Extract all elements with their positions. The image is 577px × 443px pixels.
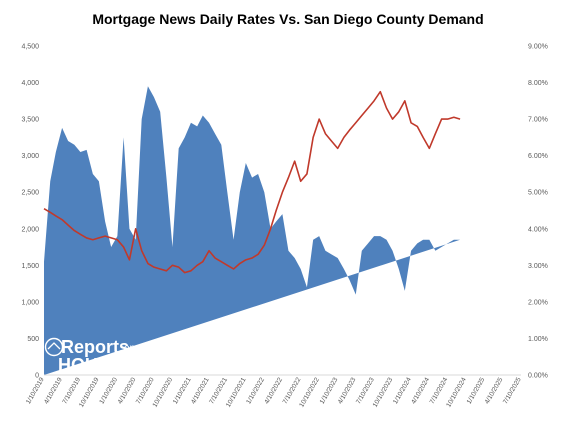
y-right-tick-label: 7.00% [528,117,548,124]
logo-roof-icon [47,342,61,350]
logo-line1: Reports [61,337,129,357]
logo-line2: HOUSING [58,355,142,375]
y-right-tick-label: 8.00% [528,80,548,87]
demand-area-series [44,86,461,376]
y-left-tick-label: 4,000 [21,80,39,87]
y-right-tick-label: 5.00% [528,190,548,197]
y-axis-right: 0.00% 1.00% 2.00% 3.00% 4.00% 5.00% 6.00% 7.00%… [528,44,548,380]
y-axis-left: 0 500 1,000 1,500 2,000 2,500 3,000 3,500 4,000 4… [21,44,39,380]
y-right-tick-label: 4.00% [528,226,548,233]
y-right-tick-label: 9.00% [528,44,548,51]
chart-title: Mortgage News Daily Rates Vs. San Diego … [92,11,483,27]
y-left-tick-label: 1,500 [21,263,39,270]
logo-line1-small: on [124,343,135,354]
y-left-tick-label: 0 [35,373,39,380]
y-right-tick-label: 6.00% [528,153,548,160]
y-left-tick-label: 3,500 [21,117,39,124]
y-left-tick-label: 3,000 [21,153,39,160]
y-right-tick-label: 1.00% [528,336,548,343]
y-left-tick-label: 2,500 [21,190,39,197]
y-right-tick-label: 2.00% [528,299,548,306]
y-right-tick-label: 3.00% [528,263,548,270]
y-left-tick-label: 2,000 [21,226,39,233]
y-left-tick-label: 500 [27,336,39,343]
logo-house-icon [44,337,64,357]
y-left-tick-label: 4,500 [21,44,39,51]
reports-on-housing-logo: Reports on HOUSING [44,337,142,375]
plot-area [43,0,522,376]
y-right-tick-label: 0.00% [528,373,548,380]
y-left-tick-label: 1,000 [21,299,39,306]
